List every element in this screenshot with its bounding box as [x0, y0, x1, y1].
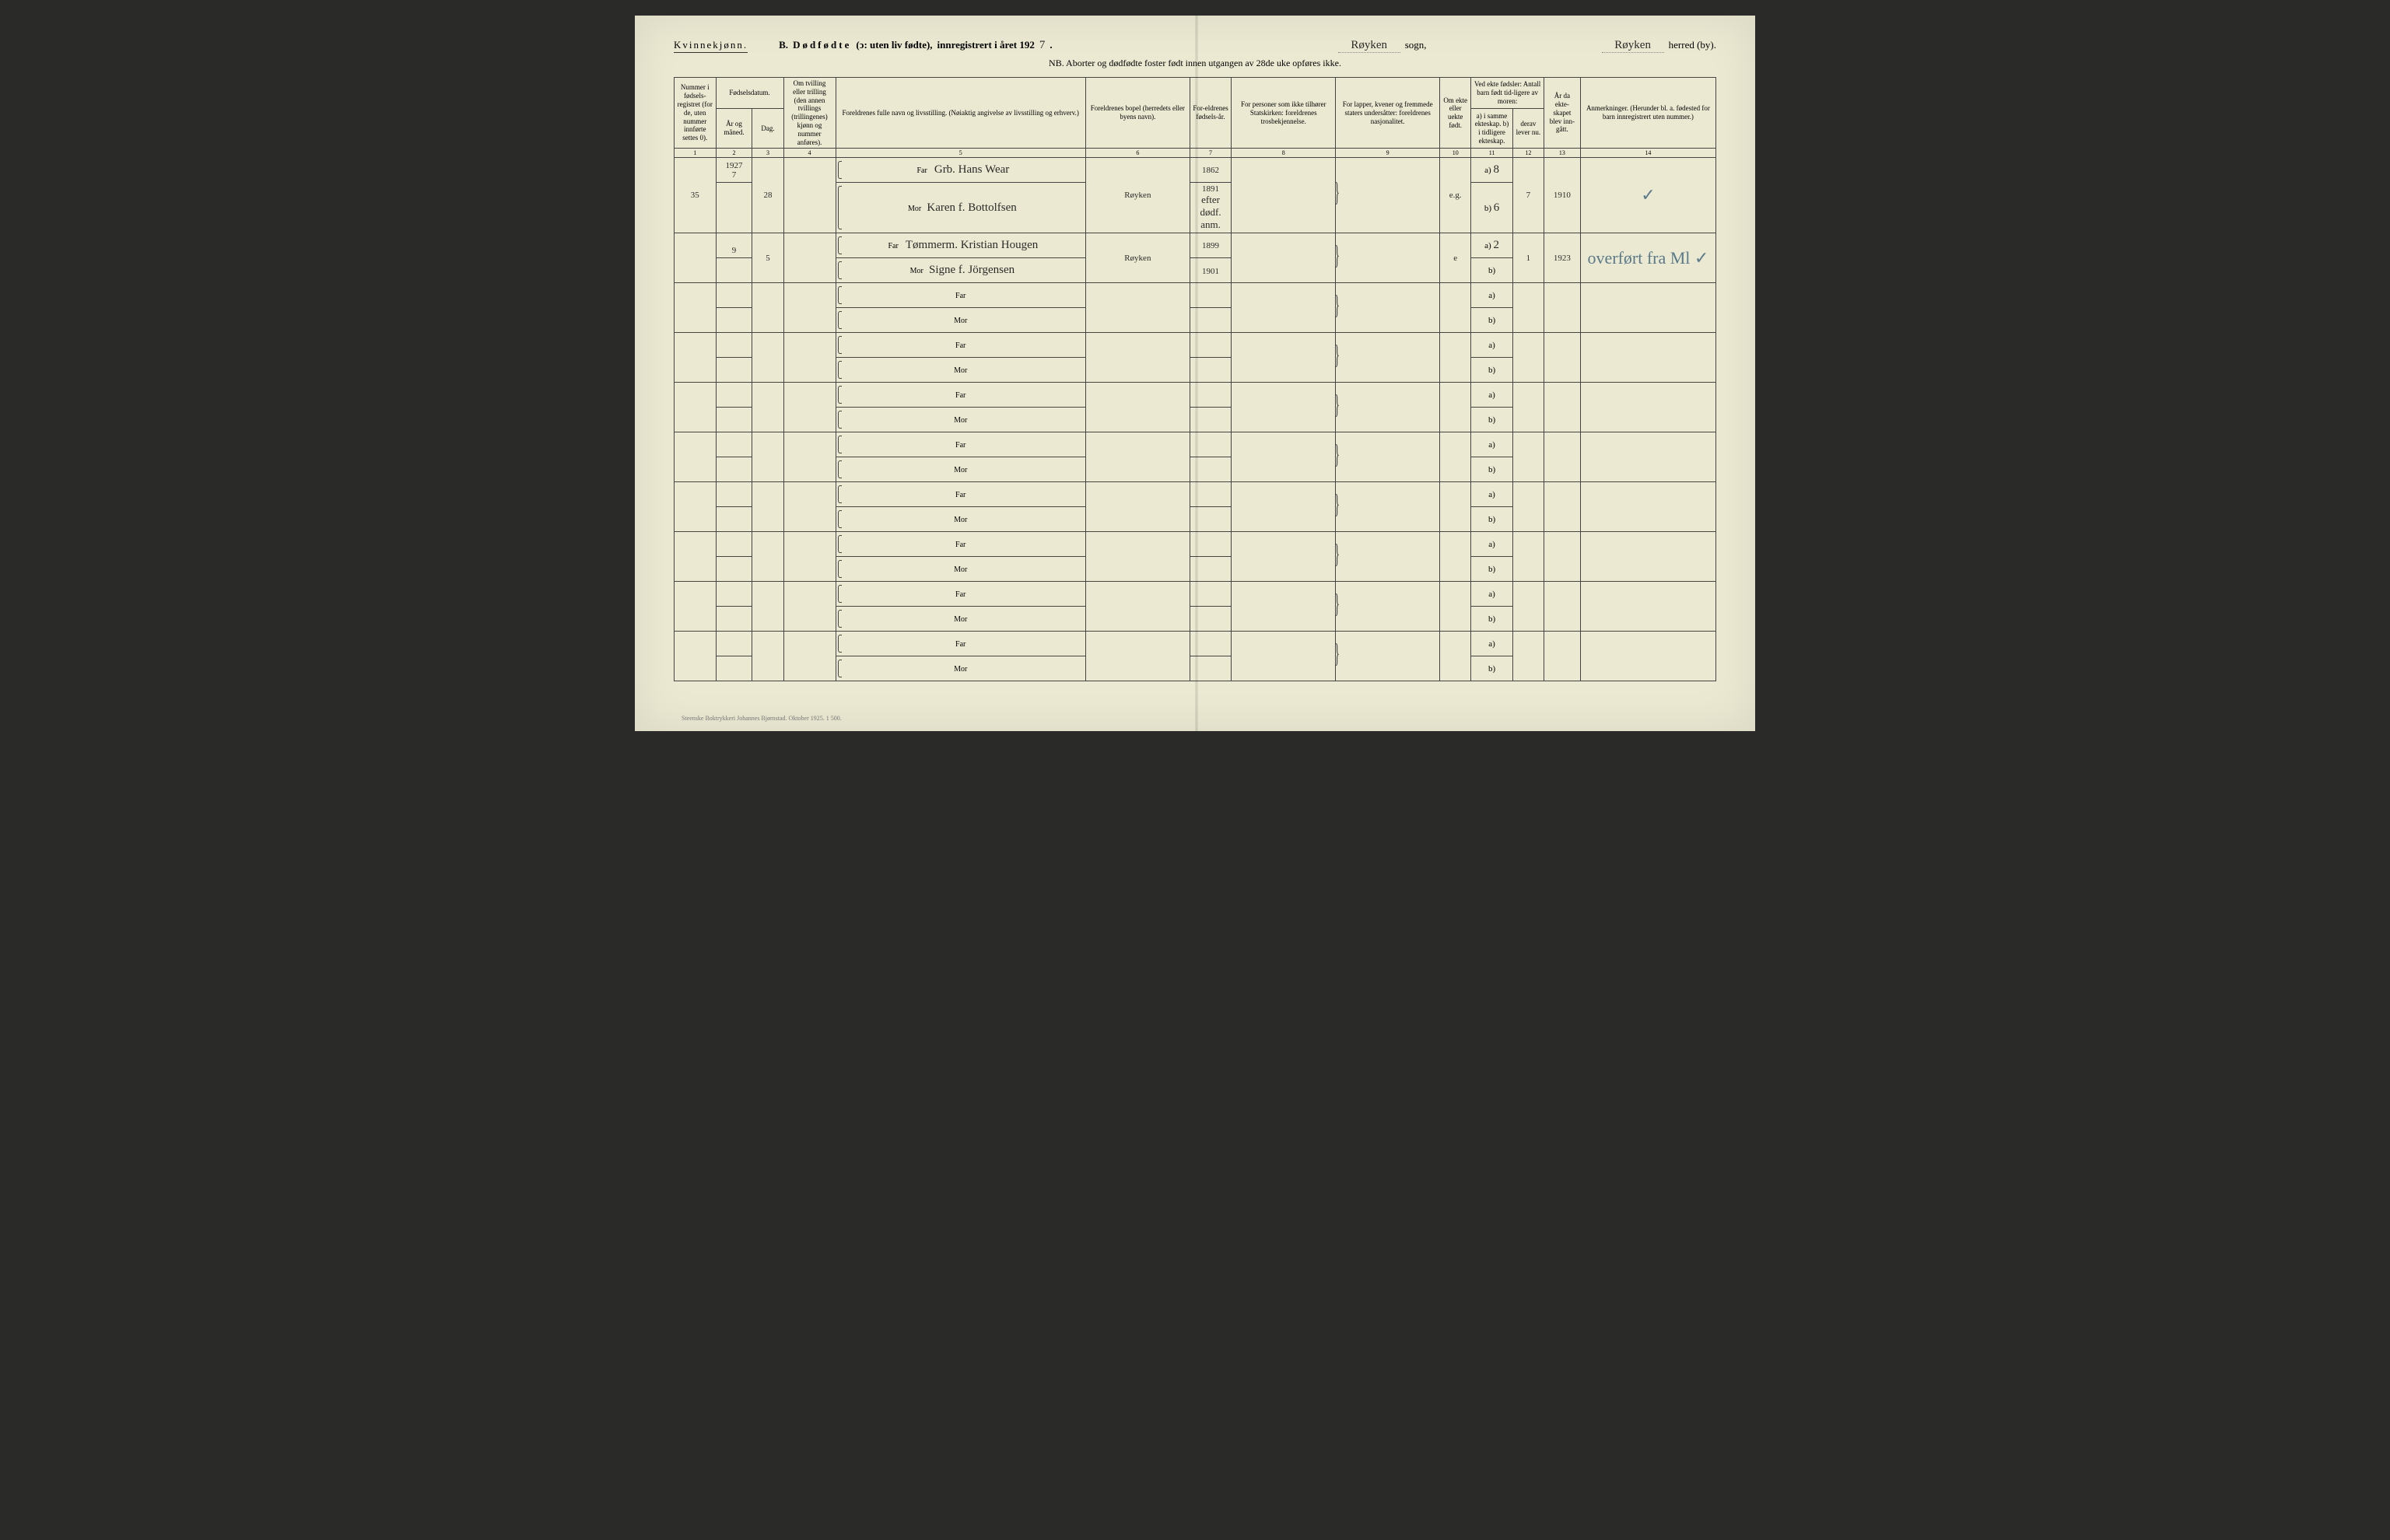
entry-far-empty: Fara) — [675, 333, 1716, 358]
cell-ekteskap-year: 1923 — [1544, 233, 1580, 283]
entry-far-empty: Fara) — [675, 482, 1716, 507]
cell-bopel: Røyken — [1085, 158, 1190, 233]
cell-far: Far Tømmerm. Kristian Hougen — [836, 233, 1085, 258]
col-8: For lapper, kvener og fremmede staters u… — [1336, 78, 1440, 149]
cell-twin — [783, 158, 836, 233]
col-10a: a) i samme ekteskap. b) i tidligere ekte… — [1471, 108, 1513, 148]
cell-ekteskap-year: 1910 — [1544, 158, 1580, 233]
col-5: Foreldrenes bopel (herredets eller byens… — [1085, 78, 1190, 149]
cell-annot: ✓ — [1580, 158, 1715, 233]
cell-nasj — [1336, 158, 1440, 233]
column-numbers: 1 2 3 4 5 6 7 8 9 10 11 12 13 14 — [675, 149, 1716, 158]
cell-year: 9 — [716, 233, 752, 258]
col-6: For-eldrenes fødsels-år. — [1190, 78, 1232, 149]
entry-far-empty: Fara) — [675, 283, 1716, 308]
cell-lever: 7 — [1512, 158, 1544, 233]
cell-day: 28 — [752, 158, 783, 233]
cell-b: b) 6 — [1471, 183, 1513, 233]
col-9: Om ekte eller uekte født. — [1440, 78, 1471, 149]
cell-bopel: Røyken — [1085, 233, 1190, 283]
cell-mor: Mor Signe f. Jörgensen — [836, 258, 1085, 283]
year-suffix: 7 — [1039, 39, 1046, 52]
sogn-label: sogn, — [1405, 39, 1427, 51]
cell-tros — [1232, 158, 1336, 233]
entry-far-empty: Fara) — [675, 432, 1716, 457]
cell-far: Far Grb. Hans Wear — [836, 158, 1085, 183]
entry-far-empty: Fara) — [675, 532, 1716, 557]
cell-a: a) 2 — [1471, 233, 1513, 258]
table-head: Nummer i fødsels-registret (for de, uten… — [675, 78, 1716, 158]
cell-month-pad — [716, 183, 752, 233]
cell-annot: overført fra Ml ✓ — [1580, 233, 1715, 283]
col-3: Om tvilling eller trilling (den annen tv… — [783, 78, 836, 149]
col-2a: År og måned. — [716, 108, 752, 148]
entry-far-empty: Fara) — [675, 383, 1716, 408]
cell-num — [675, 233, 717, 283]
col-7: For personer som ikke tilhører Statskirk… — [1232, 78, 1336, 149]
cell-month-pad — [716, 258, 752, 283]
printer-footer: Steenske Boktrykkeri Johannes Bjørnstad.… — [682, 715, 842, 722]
cell-mor-year: 1901 — [1190, 258, 1232, 283]
cell-mor-year: 1891 efter dødf. anm. — [1190, 183, 1232, 233]
cell-nasj — [1336, 233, 1440, 283]
col-4: Foreldrenes fulle navn og livsstilling. … — [836, 78, 1085, 149]
nb-line: NB. Aborter og dødfødte foster født inne… — [674, 58, 1716, 69]
col-11: År da ekte-skapet blev inn-gått. — [1544, 78, 1580, 149]
cell-num: 35 — [675, 158, 717, 233]
cell-tros — [1232, 233, 1336, 283]
title-main: Dødfødte — [793, 39, 851, 51]
herred-label: herred (by). — [1669, 39, 1716, 51]
col-10b: derav lever nu. — [1512, 108, 1544, 148]
cell-far-year: 1862 — [1190, 158, 1232, 183]
section-b: B. — [779, 39, 788, 51]
cell-day: 5 — [752, 233, 783, 283]
cell-twin — [783, 233, 836, 283]
entry-far-empty: Fara) — [675, 582, 1716, 607]
title-paren: (ↄ: uten liv fødte), — [856, 39, 932, 51]
entry-far: 351927728Far Grb. Hans WearRøyken1862e.g… — [675, 158, 1716, 183]
entry-far: 95Far Tømmerm. Kristian HougenRøyken1899… — [675, 233, 1716, 258]
col-10-top: Ved ekte fødsler: Antall barn født tid-l… — [1471, 78, 1544, 109]
cell-ekte: e — [1440, 233, 1471, 283]
col-2-top: Fødselsdatum. — [716, 78, 783, 109]
col-12: Anmerkninger. (Herunder bl. a. fødested … — [1580, 78, 1715, 149]
document-page: Kvinnekjønn. B. Dødfødte (ↄ: uten liv fø… — [635, 16, 1755, 731]
table-body: 351927728Far Grb. Hans WearRøyken1862e.g… — [675, 158, 1716, 681]
cell-year: 19277 — [716, 158, 752, 183]
title-reg: innregistrert i året 192 — [937, 39, 1035, 51]
title-line: B. Dødfødte (ↄ: uten liv fødte), innregi… — [779, 39, 1716, 53]
cell-b: b) — [1471, 258, 1513, 283]
register-table: Nummer i fødsels-registret (for de, uten… — [674, 77, 1716, 681]
sogn-fill: Røyken — [1338, 39, 1400, 53]
col-2b: Dag. — [752, 108, 783, 148]
col-1: Nummer i fødsels-registret (for de, uten… — [675, 78, 717, 149]
entry-far-empty: Fara) — [675, 632, 1716, 656]
herred-fill: Røyken — [1602, 39, 1664, 53]
header-row: Kvinnekjønn. B. Dødfødte (ↄ: uten liv fø… — [674, 39, 1716, 53]
cell-a: a) 8 — [1471, 158, 1513, 183]
cell-far-year: 1899 — [1190, 233, 1232, 258]
cell-ekte: e.g. — [1440, 158, 1471, 233]
cell-mor: Mor Karen f. Bottolfsen — [836, 183, 1085, 233]
gender-label: Kvinnekjønn. — [674, 39, 748, 53]
cell-lever: 1 — [1512, 233, 1544, 283]
